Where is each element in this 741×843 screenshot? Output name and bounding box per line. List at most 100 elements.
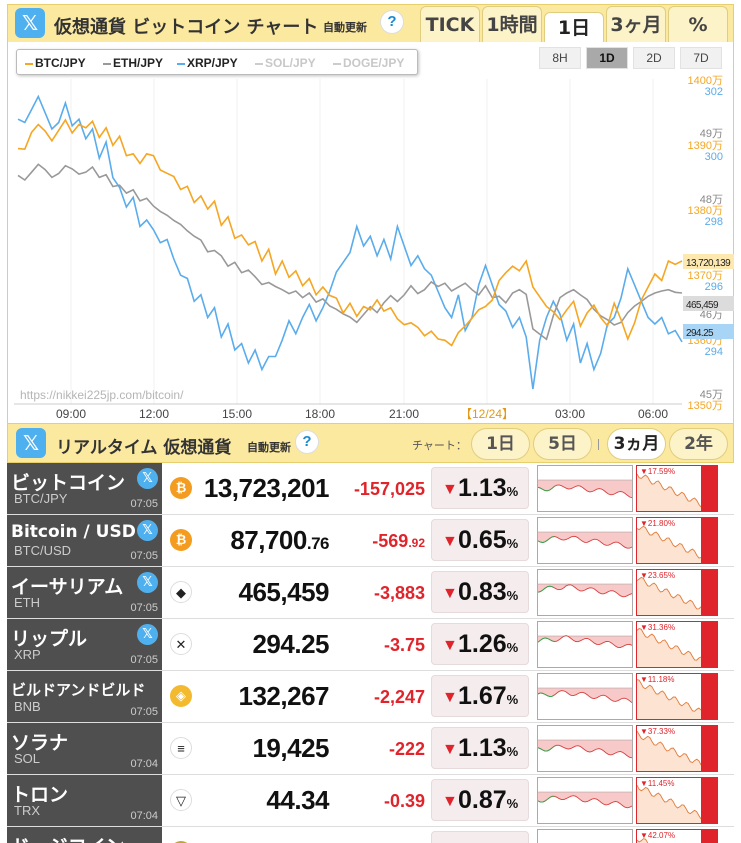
intraday-sparkline[interactable] [537,777,633,824]
legend-item[interactable]: SOL/JPY [255,56,316,70]
coin-name[interactable]: ビットコイン [11,472,126,494]
x-share-icon[interactable]: 𝕏 [137,468,158,489]
table-row[interactable]: イーサリアム ETH 07:05 𝕏 ◆ 465,459 -3,883 ▼ 0.83% ▼23.6… [7,567,734,619]
eth-axis-label: 45万 [700,389,723,401]
table-row[interactable]: ドージコイン Ð ▼42.07% [7,827,734,843]
intraday-sparkline[interactable] [537,725,633,772]
coin-ticker: BTC/JPY [14,491,68,506]
legend-swatch [177,62,185,65]
sparkline-axis [701,466,717,511]
change-int: -3.75 [383,635,425,655]
range-tab[interactable]: % [668,6,728,43]
three-month-change: ▼17.59% [640,467,676,476]
x-share-icon[interactable]: 𝕏 [137,520,158,541]
timeframe-button[interactable]: 2D [633,47,675,69]
range-pill[interactable]: 5日 [533,428,592,460]
price-int: 87,700 [230,525,307,555]
three-month-sparkline[interactable]: ▼42.07% [636,829,718,843]
coin-ticker: SOL [14,751,41,766]
timeframe-button[interactable]: 1D [586,47,628,69]
table-row[interactable]: ビルドアンドビルド BNB 07:05 ◈ 132,267 -2,247 ▼ 1.67% ▼11… [7,671,734,723]
xrp-axis-label: 300 [705,151,723,163]
intraday-sparkline[interactable] [537,829,633,843]
price: 465,459 [239,577,330,608]
help-icon[interactable]: ? [295,430,319,454]
three-month-sparkline[interactable]: ▼11.18% [636,673,718,720]
sparkline-axis [701,830,717,843]
table-row[interactable]: トロン TRX 07:04 ▽ 44.34 -0.39 ▼ 0.87% ▼11.45% [7,775,734,827]
coin-name-cell[interactable]: ビルドアンドビルド BNB 07:05 [7,671,162,722]
three-month-sparkline[interactable]: ▼23.65% [636,569,718,616]
timeframe-button[interactable]: 8H [539,47,581,69]
price-int: 13,723,201 [203,473,330,503]
range-tab[interactable]: TICK [420,6,480,43]
intraday-sparkline[interactable] [537,673,633,720]
x-share-icon[interactable]: 𝕏 [137,572,158,593]
range-pill[interactable]: 1日 [471,428,530,460]
percent-sign: % [506,692,519,707]
three-month-change: ▼23.65% [640,571,676,580]
table-row[interactable]: リップル XRP 07:05 𝕏 ✕ 294.25 -3.75 ▼ 1.26% ▼31.36% [7,619,734,671]
coin-name[interactable]: トロン [11,784,69,806]
three-month-sparkline[interactable]: ▼37.33% [636,725,718,772]
sparkline-axis [701,726,717,771]
table-row[interactable]: ソラナ SOL 07:04 ≡ 19,425 -222 ▼ 1.13% ▼37.33% [7,723,734,775]
coin-name[interactable]: リップル [11,628,88,650]
intraday-sparkline[interactable] [537,465,633,512]
down-arrow-icon: ▼ [442,741,458,758]
legend-swatch [103,62,111,65]
x-share-icon[interactable]: 𝕏 [137,624,158,645]
percent-change: ▼ 1.13% [431,727,529,769]
intraday-sparkline[interactable] [537,621,633,668]
percent-value: 1.26% [458,630,518,659]
x-share-icon[interactable]: 𝕏 [15,8,45,38]
coin-name-cell[interactable]: リップル XRP 07:05 𝕏 [7,619,162,670]
table-row[interactable]: Bitcoin / USD BTC/USD 07:05 𝕏 ₿ 87,700.76 -569… [7,515,734,567]
change-int: -222 [388,739,425,759]
coin-name-cell[interactable]: イーサリアム ETH 07:05 𝕏 [7,567,162,618]
range-tab[interactable]: 1日 [544,12,604,43]
watermark: https://nikkei225jp.com/bitcoin/ [20,388,184,402]
coin-name[interactable]: ドージコイン [11,832,125,843]
btc-axis-label: 1400万 [688,75,723,87]
range-pill[interactable]: 3ヵ月 [607,428,666,460]
three-month-sparkline[interactable]: ▼21.80% [636,517,718,564]
legend-item[interactable]: XRP/JPY [177,56,238,70]
coin-name[interactable]: ソラナ [11,732,69,754]
timeframe-button[interactable]: 7D [680,47,722,69]
help-icon[interactable]: ? [380,10,404,34]
chart-range-label: チャート： [412,439,467,452]
three-month-sparkline[interactable]: ▼17.59% [636,465,718,512]
coin-name-cell[interactable]: ソラナ SOL 07:04 [7,723,162,774]
coin-name[interactable]: Bitcoin / USD [11,522,136,542]
intraday-sparkline[interactable] [537,517,633,564]
change-int: -2,247 [373,687,425,707]
legend-item[interactable]: BTC/JPY [25,56,86,70]
coin-name-cell[interactable]: トロン TRX 07:04 [7,775,162,826]
legend-item[interactable]: DOGE/JPY [333,56,404,70]
range-tab[interactable]: 1時間 [482,6,542,43]
coin-name[interactable]: イーサリアム [11,576,124,598]
xrp-axis-label: 302 [705,86,723,98]
range-pill[interactable]: 2年 [669,428,728,460]
price-int: 19,425 [252,733,329,763]
three-month-sparkline[interactable]: ▼31.36% [636,621,718,668]
price-change: -3.75 [384,635,425,656]
coin-name-cell[interactable]: ドージコイン [7,827,162,843]
three-month-sparkline[interactable]: ▼11.45% [636,777,718,824]
coin-name[interactable]: ビルドアンドビルド [11,681,146,699]
down-arrow-icon: ▼ [442,585,458,602]
price: 87,700.76 [230,525,329,556]
legend-label: SOL/JPY [265,56,316,70]
table-row[interactable]: ビットコイン BTC/JPY 07:05 𝕏 ₿ 13,723,201 -157,025 ▼ 1… [7,463,734,515]
price-int: 132,267 [238,681,330,711]
price: 19,425 [252,733,329,764]
x-share-icon[interactable]: 𝕏 [16,428,46,458]
intraday-sparkline[interactable] [537,569,633,616]
range-tab[interactable]: 3ヶ月 [606,6,666,43]
coin-name-cell[interactable]: Bitcoin / USD BTC/USD 07:05 𝕏 [7,515,162,566]
coin-name-cell[interactable]: ビットコイン BTC/JPY 07:05 𝕏 [7,463,162,514]
percent-sign: % [506,640,519,655]
legend-item[interactable]: ETH/JPY [103,56,163,70]
chart-legend: BTC/JPY ETH/JPY XRP/JPY SOL/JPY DOGE/JPY [16,49,418,75]
